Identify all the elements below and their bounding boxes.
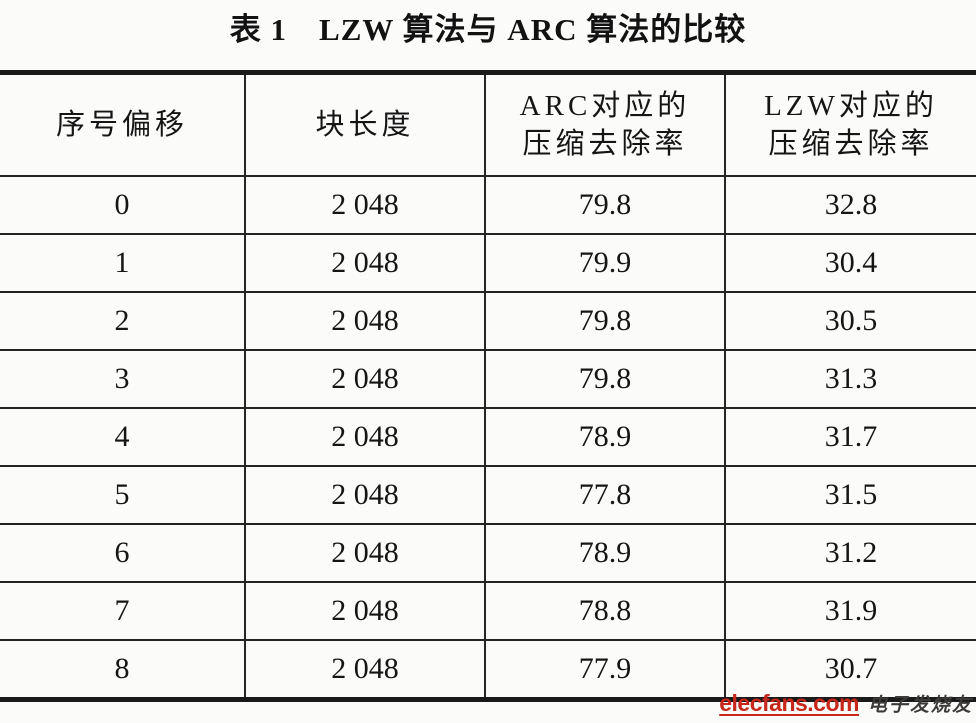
header-line: LZW对应的 <box>764 89 938 122</box>
table-cell: 32.8 <box>724 175 976 234</box>
table-row: 8 2 048 77.9 30.7 <box>0 639 976 700</box>
column-header-lzw-rate: LZW对应的 压缩去除率 <box>724 72 976 177</box>
table-cell: 77.8 <box>484 465 725 524</box>
table-cell: 30.7 <box>724 639 976 700</box>
table-cell: 5 <box>0 465 245 524</box>
table-cell: 2 048 <box>244 349 485 408</box>
table-cell: 2 048 <box>244 581 485 640</box>
table-row: 2 2 048 79.8 30.5 <box>0 291 976 350</box>
table-cell: 30.5 <box>724 291 976 350</box>
table-cell: 2 <box>0 291 245 350</box>
table-cell: 79.9 <box>484 233 725 292</box>
header-line: 序号偏移 <box>55 108 188 141</box>
header-line: 块长度 <box>315 108 415 141</box>
table-body: 0 2 048 79.8 32.8 1 2 048 79.9 30.4 2 2 … <box>0 175 976 700</box>
table-cell: 31.7 <box>724 407 976 466</box>
table-cell: 77.9 <box>484 639 725 700</box>
column-header-block-length: 块长度 <box>244 72 485 177</box>
table-cell: 78.9 <box>484 407 725 466</box>
table-cell: 4 <box>0 407 245 466</box>
table-row: 0 2 048 79.8 32.8 <box>0 175 976 234</box>
table-cell: 2 048 <box>244 233 485 292</box>
table-cell: 7 <box>0 581 245 640</box>
elecfans-logo: elecfans.com <box>719 690 859 716</box>
column-header-arc-rate: ARC对应的 压缩去除率 <box>484 72 725 177</box>
table-cell: 31.9 <box>724 581 976 640</box>
table-cell: 2 048 <box>244 407 485 466</box>
table-cell: 31.2 <box>724 523 976 582</box>
table-cell: 2 048 <box>244 523 485 582</box>
table-cell: 2 048 <box>244 465 485 524</box>
table-header-row: 序号偏移 块长度 ARC对应的 压缩去除率 LZW对应的 压缩去除率 <box>0 72 976 177</box>
table-caption: 表 1 LZW 算法与 ARC 算法的比较 <box>229 12 747 47</box>
table-cell: 8 <box>0 639 245 700</box>
header-line: ARC对应的 <box>519 89 691 122</box>
table-cell: 31.3 <box>724 349 976 408</box>
table-cell: 0 <box>0 175 245 234</box>
table-cell: 6 <box>0 523 245 582</box>
table-cell: 2 048 <box>244 291 485 350</box>
table-row: 6 2 048 78.9 31.2 <box>0 523 976 582</box>
table-row: 序号偏移 块长度 ARC对应的 压缩去除率 LZW对应的 压缩去除率 <box>0 72 976 177</box>
comparison-table: 序号偏移 块长度 ARC对应的 压缩去除率 LZW对应的 压缩去除率 <box>0 70 976 702</box>
table-cell: 78.8 <box>484 581 725 640</box>
watermark: elecfans.com 电子发烧友 <box>719 690 973 717</box>
table-row: 3 2 048 79.8 31.3 <box>0 349 976 408</box>
table-cell: 30.4 <box>724 233 976 292</box>
table-cell: 79.8 <box>484 349 725 408</box>
table-cell: 79.8 <box>484 175 725 234</box>
table-cell: 2 048 <box>244 175 485 234</box>
table-cell: 79.8 <box>484 291 725 350</box>
table-row: 4 2 048 78.9 31.7 <box>0 407 976 466</box>
table-cell: 3 <box>0 349 245 408</box>
table-row: 1 2 048 79.9 30.4 <box>0 233 976 292</box>
table-cell: 1 <box>0 233 245 292</box>
header-line: 压缩去除率 <box>768 128 934 160</box>
table-cell: 31.5 <box>724 465 976 524</box>
table-cell: 2 048 <box>244 639 485 700</box>
header-line: 压缩去除率 <box>522 128 688 160</box>
table-row: 7 2 048 78.8 31.9 <box>0 581 976 640</box>
table-row: 5 2 048 77.8 31.5 <box>0 465 976 524</box>
table-cell: 78.9 <box>484 523 725 582</box>
watermark-cn-text: 电子发烧友 <box>867 695 973 716</box>
column-header-offset: 序号偏移 <box>0 72 245 177</box>
